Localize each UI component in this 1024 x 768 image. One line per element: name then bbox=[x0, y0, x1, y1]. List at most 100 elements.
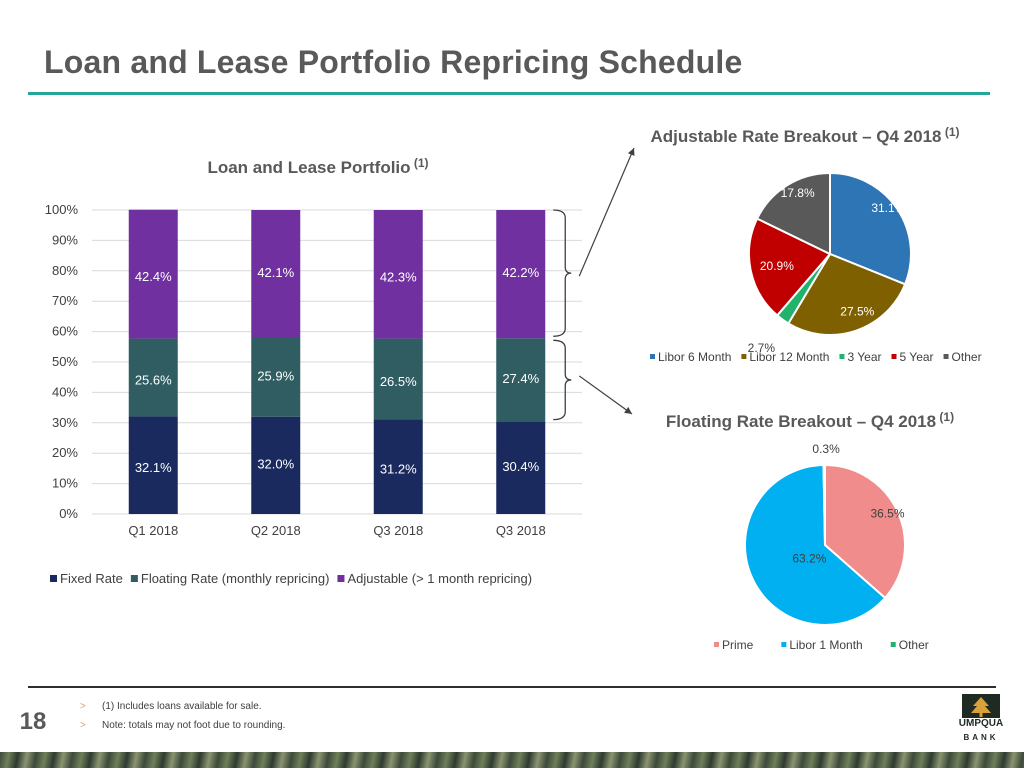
pie-chart-adjustable: Adjustable Rate Breakout – Q4 2018 (1) 31… bbox=[650, 125, 982, 364]
legend-label: Libor 6 Month bbox=[658, 350, 731, 364]
bar-segment bbox=[128, 209, 178, 339]
y-tick-label: 40% bbox=[52, 384, 78, 399]
pie-data-label: 17.8% bbox=[781, 186, 815, 200]
bar-segment bbox=[496, 210, 546, 339]
y-tick-label: 90% bbox=[52, 232, 78, 247]
data-label: 42.3% bbox=[380, 269, 417, 284]
pie-slice bbox=[824, 463, 906, 600]
legend-swatch bbox=[839, 354, 845, 359]
data-label: 27.4% bbox=[502, 371, 539, 386]
charts-canvas: Loan and Lease Portfolio (1) 0% 10% 20% 30% 4… bbox=[45, 125, 982, 652]
data-label: 42.2% bbox=[502, 265, 539, 280]
bar-segment bbox=[128, 416, 178, 514]
bar-segment bbox=[373, 210, 423, 339]
bar-chart-loan-lease: Loan and Lease Portfolio (1) 0% 10% 20% 30% 4… bbox=[45, 156, 582, 586]
bar-segment bbox=[496, 421, 546, 514]
connector-arrows bbox=[578, 147, 635, 415]
legend-swatch bbox=[890, 642, 896, 647]
pie-slice bbox=[744, 463, 887, 626]
legend-swatch bbox=[714, 642, 719, 647]
pie-data-label: 2.7% bbox=[748, 341, 776, 355]
pie-chart-floating: Floating Rate Breakout – Q4 2018 (1) 36.5… bbox=[666, 410, 954, 652]
y-tick-label: 80% bbox=[52, 263, 78, 278]
bar-segment bbox=[251, 416, 301, 514]
data-label: 25.9% bbox=[257, 368, 294, 383]
legend-swatch bbox=[781, 642, 787, 647]
pie-data-label: 27.5% bbox=[840, 305, 874, 319]
bar-chart-title: Loan and Lease Portfolio (1) bbox=[207, 156, 428, 177]
legend-swatch bbox=[130, 575, 138, 582]
legend-swatch bbox=[650, 354, 655, 359]
y-tick-label: 20% bbox=[52, 445, 78, 460]
pie-data-label: 0.3% bbox=[812, 442, 840, 456]
y-tick-label: 100% bbox=[45, 202, 79, 217]
pie-data-label: 36.5% bbox=[870, 506, 904, 520]
bar-segment bbox=[251, 337, 301, 417]
footer-rule bbox=[28, 686, 996, 688]
data-label: 31.2% bbox=[380, 462, 417, 477]
pie-slice bbox=[829, 171, 912, 286]
footnote-1: > (1) Includes loans available for sale. bbox=[80, 701, 262, 712]
x-tick-label: Q3 2018 bbox=[496, 523, 546, 538]
footnote-2: > Note: totals may not foot due to roundi… bbox=[80, 720, 285, 731]
legend-label: Other bbox=[899, 638, 929, 652]
y-tick-label: 70% bbox=[52, 293, 78, 308]
pie-adjustable-title: Adjustable Rate Breakout – Q4 2018 (1) bbox=[650, 125, 959, 146]
y-tick-label: 60% bbox=[52, 324, 78, 339]
pie-data-label: 63.2% bbox=[792, 552, 826, 566]
legend-label: Fixed Rate bbox=[60, 571, 123, 586]
bar-segment bbox=[496, 338, 546, 422]
bar-segment bbox=[128, 338, 178, 417]
footnote-text: Note: totals may not foot due to roundin… bbox=[102, 720, 286, 731]
x-tick-label: Q3 2018 bbox=[373, 523, 423, 538]
legend-label: Libor 1 Month bbox=[789, 638, 862, 652]
tree-logo-icon bbox=[962, 694, 1000, 718]
bar-segment bbox=[373, 419, 423, 514]
legend-label: Floating Rate (monthly repricing) bbox=[141, 571, 330, 586]
footnote-text: (1) Includes loans available for sale. bbox=[102, 701, 262, 712]
legend-swatch bbox=[891, 354, 897, 359]
legend-label: Adjustable (> 1 month repricing) bbox=[347, 571, 532, 586]
x-tick-label: Q2 2018 bbox=[251, 523, 301, 538]
pie-slice bbox=[755, 171, 831, 256]
legend-label: Libor 12 Month bbox=[749, 350, 829, 364]
bar-segment bbox=[373, 338, 423, 420]
legend-label: 3 Year bbox=[847, 350, 881, 364]
legend-label: Other bbox=[952, 350, 982, 364]
data-label: 32.1% bbox=[135, 460, 172, 475]
legend-swatch bbox=[741, 354, 747, 359]
page-number: 18 bbox=[19, 708, 47, 735]
pie-slice bbox=[786, 252, 907, 336]
data-label: 30.4% bbox=[502, 459, 539, 474]
bracket-adjustable bbox=[553, 209, 572, 337]
data-label: 32.0% bbox=[257, 456, 294, 471]
title-rule bbox=[28, 92, 990, 95]
pie-slice bbox=[822, 463, 826, 546]
y-tick-label: 30% bbox=[52, 415, 78, 430]
bullet-chevron-icon: > bbox=[80, 701, 86, 712]
x-tick-label: Q1 2018 bbox=[128, 523, 178, 538]
legend-swatch bbox=[337, 575, 345, 582]
data-label: 26.5% bbox=[380, 374, 417, 389]
data-label: 42.1% bbox=[257, 265, 294, 280]
logo-wordmark: UMPQUA bbox=[958, 718, 1004, 729]
page-title: Loan and Lease Portfolio Repricing Sched… bbox=[44, 44, 743, 80]
data-label: 42.4% bbox=[135, 269, 172, 284]
bracket-floating bbox=[553, 339, 572, 421]
data-label: 25.6% bbox=[135, 373, 172, 388]
logo-subword: BANK bbox=[963, 733, 999, 742]
bullet-chevron-icon: > bbox=[80, 720, 86, 731]
pie-floating-title: Floating Rate Breakout – Q4 2018 (1) bbox=[666, 410, 954, 431]
arrow-to-adjustable bbox=[578, 147, 635, 277]
bar-segment bbox=[251, 210, 301, 338]
legend-label: 5 Year bbox=[900, 350, 934, 364]
legend-swatch bbox=[50, 575, 57, 582]
y-tick-label: 50% bbox=[52, 354, 78, 369]
y-tick-label: 10% bbox=[52, 476, 78, 491]
decorative-band bbox=[0, 752, 1024, 768]
y-tick-label: 0% bbox=[59, 506, 78, 521]
arrow-to-floating bbox=[578, 375, 633, 415]
legend-swatch bbox=[943, 354, 949, 359]
pie-slice bbox=[748, 217, 832, 317]
legend-label: Prime bbox=[722, 638, 754, 652]
